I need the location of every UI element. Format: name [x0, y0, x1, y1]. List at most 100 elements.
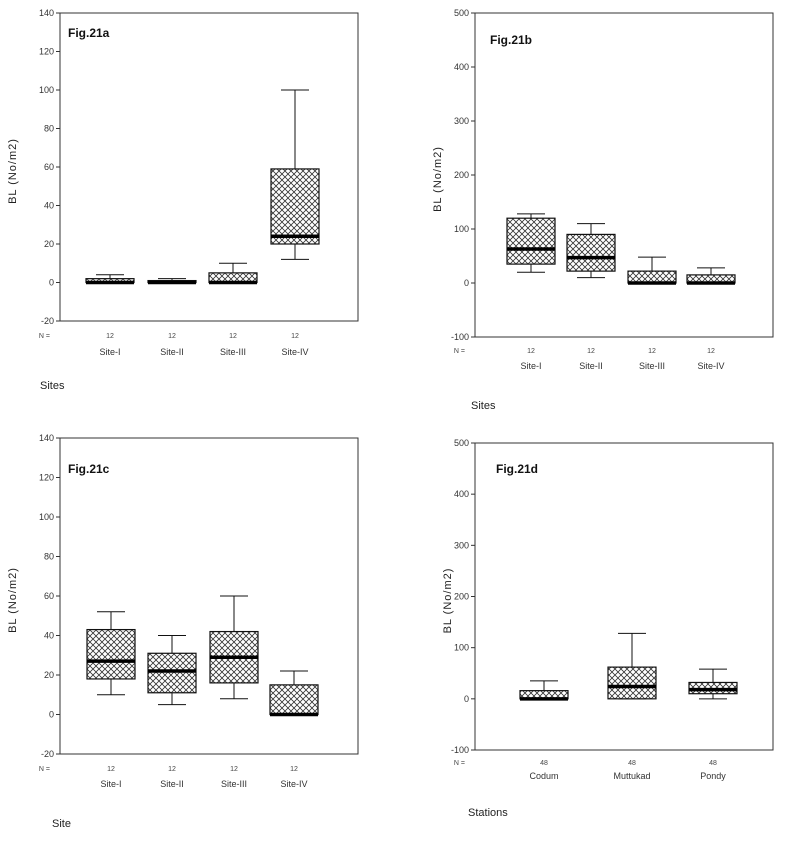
category-label: Codum: [529, 771, 558, 781]
box-site-ii: [147, 278, 197, 285]
category-label: Site-III: [639, 361, 665, 371]
plot-frame: [59, 12, 359, 322]
n-count-label: 12: [527, 348, 535, 355]
n-count-label: 12: [106, 333, 114, 340]
y-tick-label: 120: [39, 47, 54, 57]
box-site-i: [86, 611, 136, 696]
box-site-iv: [686, 267, 736, 285]
y-tick-label: 0: [464, 278, 469, 288]
y-axis-label: BL (No/m2): [7, 138, 19, 204]
category-label: Site-II: [160, 779, 184, 789]
box-codum: [519, 680, 569, 701]
n-marker: N =: [454, 760, 465, 767]
box-site-iii: [627, 256, 677, 285]
y-tick-label: 0: [49, 710, 54, 720]
n-count-label: 12: [587, 348, 595, 355]
y-axis-label: BL (No/m2): [442, 568, 454, 634]
iqr-box: [607, 666, 657, 700]
category-label: Site-IV: [280, 779, 307, 789]
box-site-iii: [209, 595, 259, 700]
iqr-box: [270, 168, 320, 245]
figure-label: Fig.21b: [490, 33, 532, 47]
iqr-box: [86, 628, 136, 680]
category-label: Site-II: [160, 347, 184, 357]
y-tick-label: 100: [454, 643, 469, 653]
box-pondy: [688, 668, 738, 700]
figure-label: Fig.21a: [68, 26, 110, 40]
y-tick-label: 300: [454, 540, 469, 550]
iqr-box: [269, 684, 319, 716]
y-tick-label: 500: [454, 438, 469, 448]
chart-panel-1: -20 0 20 40 60 80 100 120 140 N = 12 Site-I 12 Site-I…: [7, 8, 359, 392]
n-count-label: 12: [707, 348, 715, 355]
n-count-label: 12: [290, 766, 298, 773]
chart-panel-4: -100 0 100 200 300 400 500 N = 48 Codum 48 Muttukad…: [442, 438, 774, 819]
y-axis-label: BL (No/m2): [432, 146, 444, 212]
box-site-iv: [270, 89, 320, 260]
n-count-label: 48: [709, 760, 717, 767]
n-count-label: 12: [168, 766, 176, 773]
iqr-box: [506, 217, 556, 265]
iqr-box: [147, 652, 197, 694]
n-count-label: 48: [628, 760, 636, 767]
y-tick-label: 200: [454, 592, 469, 602]
category-label: Site-IV: [281, 347, 308, 357]
y-tick-label: 40: [44, 631, 54, 641]
x-axis-label: Stations: [468, 807, 508, 819]
y-tick-label: 0: [464, 694, 469, 704]
n-count-label: 12: [168, 333, 176, 340]
y-tick-label: 400: [454, 489, 469, 499]
n-count-label: 12: [648, 348, 656, 355]
y-tick-label: 100: [39, 85, 54, 95]
figure-label: Fig.21c: [68, 462, 110, 476]
y-tick-label: 60: [44, 162, 54, 172]
y-axis-label: BL (No/m2): [7, 567, 19, 633]
y-tick-label: 100: [39, 512, 54, 522]
n-count-label: 12: [107, 766, 115, 773]
y-tick-label: 0: [49, 278, 54, 288]
iqr-box: [627, 270, 677, 284]
y-tick-label: 120: [39, 473, 54, 483]
y-tick-label: 20: [44, 239, 54, 249]
y-tick-label: 80: [44, 552, 54, 562]
category-label: Site-I: [100, 779, 121, 789]
box-site-i: [85, 274, 135, 285]
y-tick-label: 140: [39, 433, 54, 443]
category-label: Muttukad: [613, 771, 650, 781]
box-site-ii: [147, 635, 197, 706]
y-tick-label: 40: [44, 201, 54, 211]
y-tick-label: 60: [44, 591, 54, 601]
n-marker: N =: [39, 766, 50, 773]
y-tick-label: -20: [41, 749, 54, 759]
category-label: Pondy: [700, 771, 726, 781]
n-marker: N =: [454, 348, 465, 355]
plot-frame: [474, 442, 774, 751]
box-site-i: [506, 213, 556, 273]
y-tick-label: 400: [454, 62, 469, 72]
n-count-label: 12: [291, 333, 299, 340]
y-tick-label: -100: [451, 745, 469, 755]
box-site-ii: [566, 223, 616, 279]
y-tick-label: 20: [44, 670, 54, 680]
y-tick-label: 140: [39, 8, 54, 18]
y-tick-label: 80: [44, 124, 54, 134]
y-tick-label: 500: [454, 8, 469, 18]
x-axis-label: Sites: [40, 380, 65, 392]
category-label: Site-I: [520, 361, 541, 371]
chart-panel-3: -20 0 20 40 60 80 100 120 140 N = 12 Site-I 12 Site-I…: [7, 433, 359, 830]
box-site-iv: [269, 670, 319, 717]
box-muttukad: [607, 632, 657, 700]
figure-label: Fig.21d: [496, 462, 538, 476]
box-site-iii: [208, 262, 258, 285]
category-label: Site-III: [221, 779, 247, 789]
x-axis-label: Sites: [471, 400, 496, 412]
category-label: Site-II: [579, 361, 603, 371]
n-count-label: 12: [230, 766, 238, 773]
chart-panel-2: -100 0 100 200 300 400 500 N = 12 Site-I 12 Site-II…: [432, 8, 774, 412]
category-label: Site-I: [99, 347, 120, 357]
y-tick-label: -20: [41, 316, 54, 326]
x-axis-label: Site: [52, 818, 71, 830]
n-count-label: 48: [540, 760, 548, 767]
category-label: Site-IV: [697, 361, 724, 371]
